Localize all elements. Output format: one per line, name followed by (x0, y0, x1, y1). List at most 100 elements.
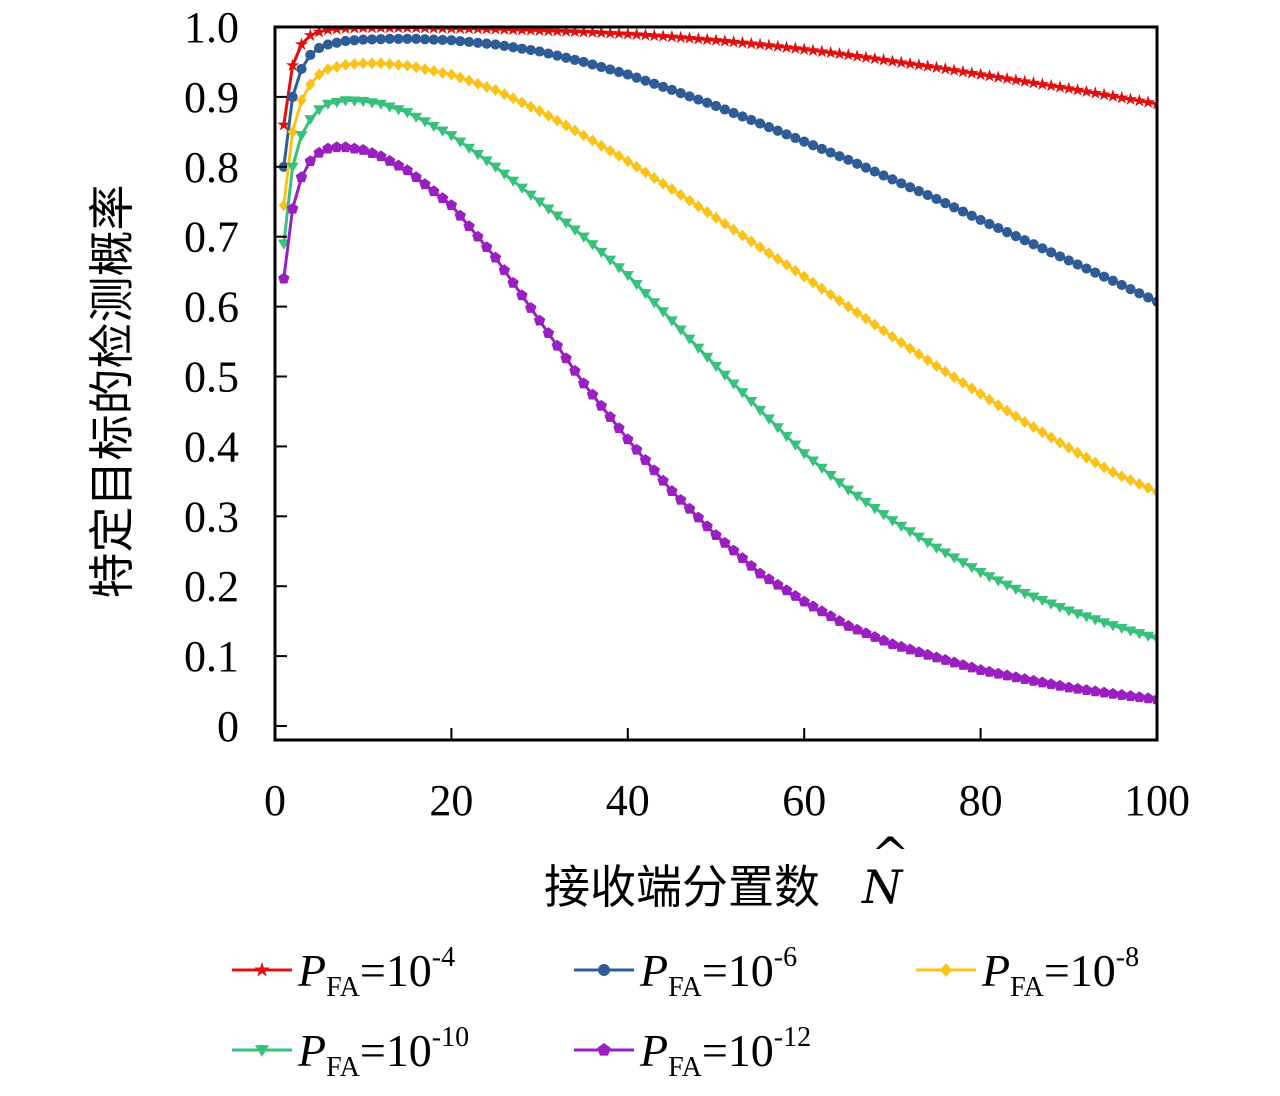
legend-swatch-marker (255, 1045, 269, 1057)
data-point (913, 348, 924, 361)
data-point (534, 46, 545, 57)
data-point (314, 68, 325, 81)
data-point (480, 27, 494, 35)
data-point (869, 630, 881, 642)
series-line (282, 61, 1157, 494)
data-point (454, 137, 467, 148)
data-point (446, 68, 457, 81)
data-point (445, 131, 458, 142)
data-point (490, 83, 501, 96)
data-point (957, 206, 969, 217)
data-point (304, 115, 317, 126)
y-axis-label: 特定目标的检测概率 (85, 185, 139, 599)
data-point (780, 584, 793, 596)
data-point (921, 59, 935, 72)
data-point (604, 255, 617, 266)
data-point (931, 193, 942, 205)
data-point (896, 336, 907, 349)
data-point (1062, 606, 1075, 617)
data-point (1125, 474, 1136, 487)
data-point (331, 60, 342, 73)
x-axis-label-symbol: N (861, 860, 904, 914)
data-point (877, 510, 890, 521)
data-point (824, 45, 838, 59)
data-point (974, 67, 988, 81)
data-point (975, 214, 986, 226)
data-point (612, 263, 625, 274)
data-point (745, 559, 757, 571)
legend-label: PFA=10-10 (297, 1022, 469, 1083)
data-point (860, 312, 872, 325)
data-point (1079, 84, 1094, 98)
data-point (303, 28, 317, 41)
data-point (621, 27, 635, 40)
data-point (296, 94, 307, 107)
data-point (913, 646, 925, 658)
data-point (1071, 682, 1084, 694)
data-point (463, 143, 476, 154)
data-point (877, 634, 890, 646)
data-point (1089, 685, 1101, 697)
data-point (860, 162, 872, 173)
data-point (375, 34, 386, 45)
data-point (789, 440, 802, 451)
data-point (339, 96, 352, 107)
data-point (498, 264, 511, 276)
data-point (331, 37, 342, 48)
legend: PFA=10-4 PFA=10-6 PFA=10-8 PFA=10-10 PFA=10-… (232, 942, 1139, 1083)
y-tick-label: 0.7 (184, 213, 239, 262)
data-point (1106, 621, 1119, 632)
data-point (294, 37, 309, 51)
data-point (868, 504, 881, 515)
data-point (940, 365, 951, 378)
data-point (992, 667, 1004, 679)
data-point (904, 342, 916, 355)
data-point (1072, 446, 1083, 459)
data-point (904, 527, 917, 538)
data-point (700, 32, 714, 46)
data-point (983, 665, 996, 677)
data-point (340, 58, 351, 71)
data-point (1045, 599, 1058, 610)
data-point (1027, 674, 1040, 686)
data-point (1035, 77, 1049, 90)
legend-swatch-marker (598, 964, 610, 976)
data-point (587, 59, 598, 70)
data-point (842, 620, 855, 631)
data-point (737, 229, 748, 242)
data-point (843, 154, 854, 165)
data-point (560, 218, 573, 229)
data-point (1036, 595, 1049, 607)
x-tick-label: 80 (959, 776, 1003, 825)
data-point (746, 235, 757, 248)
data-point (982, 69, 996, 82)
data-point (1063, 441, 1074, 454)
data-point (1010, 410, 1021, 423)
data-point (649, 171, 660, 184)
data-point (657, 81, 669, 92)
data-point (939, 548, 952, 559)
data-point (807, 140, 819, 151)
legend-swatch-marker (940, 963, 952, 977)
data-point (543, 109, 554, 122)
data-point (419, 178, 431, 190)
data-point (896, 178, 907, 189)
y-tick-label: 0.2 (184, 562, 239, 611)
data-point (604, 411, 616, 422)
data-point (737, 111, 748, 122)
data-point (1098, 686, 1110, 698)
data-point (728, 107, 739, 119)
data-point (1072, 259, 1083, 270)
data-point (1009, 584, 1022, 596)
data-point (992, 576, 1005, 587)
data-point (1009, 73, 1023, 86)
data-point (657, 177, 669, 190)
data-point (665, 316, 678, 327)
data-point (613, 150, 625, 163)
data-point (728, 223, 739, 236)
data-point (675, 493, 687, 505)
data-point (322, 142, 334, 154)
data-point (675, 188, 686, 201)
data-point (965, 66, 979, 79)
series-2 (278, 33, 1157, 307)
